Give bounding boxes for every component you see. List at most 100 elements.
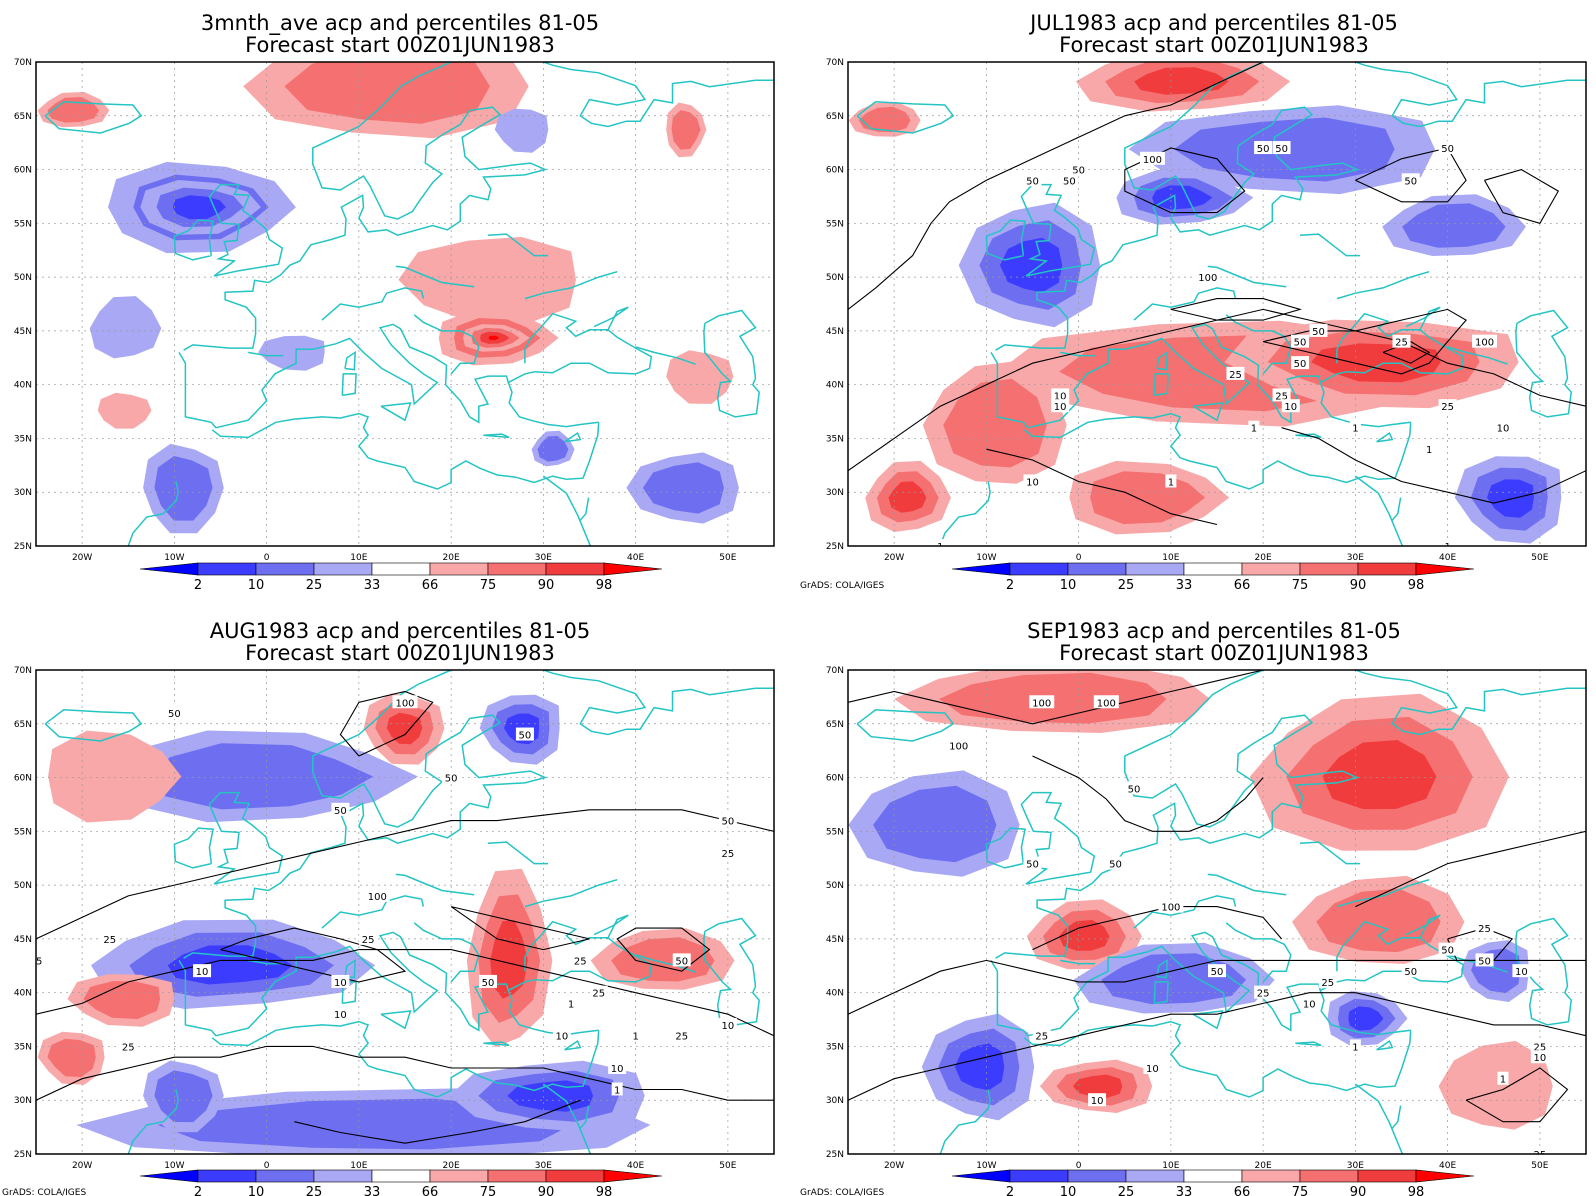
lat-tick-label: 50N (14, 273, 32, 283)
coastline (380, 402, 412, 422)
lon-tick-label: 0 (1076, 553, 1082, 563)
colorbar: 2 10 25 33 66 75 90 98 (139, 562, 663, 593)
contour-label-bg (1438, 942, 1457, 956)
contour-label: 10 (334, 978, 347, 989)
contour-label-bg (946, 738, 972, 752)
colorbar-arrow-right (603, 562, 663, 576)
coastline (1354, 475, 1404, 546)
contour-label-bg (331, 1007, 350, 1021)
grads-credit: GrADS: COLA/IGES (2, 1188, 86, 1196)
contour-label: 25 (362, 935, 375, 946)
coastline (344, 958, 357, 979)
colorbar-label: 2 (194, 578, 202, 593)
coastline (593, 914, 629, 939)
coastline (564, 1039, 582, 1051)
percentile-fill-region (1152, 185, 1213, 210)
contour-label-bg (392, 695, 418, 709)
lon-tick-label: 0 (1076, 1161, 1082, 1171)
contour-label-bg (718, 1017, 737, 1031)
coastline (178, 931, 535, 1037)
contour-label-bg (611, 1082, 623, 1096)
percentile-fill-region (1322, 740, 1437, 810)
contour-label: 50 (1063, 176, 1076, 187)
contour-label-bg (1349, 420, 1361, 434)
percentile-fill-region (1072, 1074, 1123, 1098)
lon-tick-label: 40E (627, 1161, 644, 1171)
coastline (507, 990, 599, 1036)
lon-tick-label: 10W (164, 1161, 184, 1171)
percentile-fill-region (157, 1098, 572, 1150)
map-frame (847, 669, 1587, 1155)
contour-label: 1 (632, 1032, 638, 1043)
colorbar: 2 10 25 33 66 75 90 98 (951, 562, 1475, 593)
colorbar-segment (1299, 1169, 1359, 1183)
coastline (856, 709, 955, 742)
contour-label-bg (1291, 356, 1310, 370)
coastline (1355, 670, 1586, 736)
coastline (995, 670, 1360, 959)
colorbar-label: 25 (306, 1185, 323, 1196)
contour-label-bg (1023, 856, 1042, 870)
contour-label-bg (1023, 474, 1042, 488)
lat-tick-label: 65N (14, 720, 32, 730)
lat-tick-label: 60N (826, 774, 844, 784)
colorbar-arrow-right (1415, 562, 1475, 576)
contour-label-bg (1438, 141, 1457, 155)
contour-label-bg (36, 953, 45, 967)
percentile-fill-region (666, 350, 734, 404)
contour-label: 100 (1161, 903, 1180, 914)
lat-tick-label: 70N (14, 666, 32, 676)
colorbar-label: 33 (364, 578, 381, 593)
coastline (1376, 1039, 1394, 1051)
panel-title: AUG1983 acp and percentiles 81-05 (210, 619, 590, 643)
contour-label: 50 (445, 774, 458, 785)
percentile-fill-region (1402, 203, 1506, 248)
coastline (1023, 412, 1412, 490)
coastline (341, 373, 357, 397)
coastline (321, 287, 425, 321)
coastline (341, 981, 357, 1005)
contour-label: 50 (675, 956, 688, 967)
coastline (579, 497, 590, 521)
coastline (1133, 287, 1237, 321)
lat-tick-label: 35N (14, 1042, 32, 1052)
coastline (211, 1020, 600, 1098)
contour-label: 10 (1515, 967, 1528, 978)
contour-line (1032, 755, 1264, 832)
lon-tick-label: 50E (719, 553, 736, 563)
map-frame (847, 61, 1587, 547)
contour-label: 25 (1229, 370, 1242, 381)
coastline (1156, 958, 1169, 979)
contour-label-bg (1106, 856, 1125, 870)
colorbar-label: 90 (538, 578, 555, 593)
lat-tick-label: 70N (826, 58, 844, 68)
contour-label: 25 (1395, 338, 1408, 349)
lat-tick-label: 40N (826, 381, 844, 391)
coastline (483, 1041, 510, 1047)
contour-label: 25 (1478, 924, 1491, 935)
lon-tick-label: 50E (719, 1161, 736, 1171)
contour-label: 100 (368, 892, 387, 903)
contour-label-bg (1226, 366, 1245, 380)
map-panel: 3mnth_ave acp and percentiles 81-05Forec… (14, 11, 775, 593)
coastline (248, 351, 284, 357)
contour-label-bg (119, 1039, 138, 1053)
lon-tick-label: 0 (264, 1161, 270, 1171)
panel-subtitle: Forecast start 00Z01JUN1983 (1059, 641, 1369, 665)
lon-tick-label: 30E (1347, 553, 1364, 563)
contour-label-bg (165, 706, 184, 720)
percentile-fill-region (1134, 67, 1229, 95)
lon-tick-label: 10E (350, 1161, 367, 1171)
contour-line (294, 1099, 581, 1144)
coastline (1319, 990, 1411, 1036)
coastline (1405, 306, 1441, 331)
colorbar-segment (1357, 1169, 1417, 1183)
contour-label: 25 (1534, 1150, 1547, 1161)
contour-label-bg (1530, 1039, 1549, 1053)
percentile-fill-region (954, 1043, 1005, 1091)
lat-tick-label: 60N (14, 774, 32, 784)
percentile-fill-region (154, 1070, 213, 1123)
colorbar-label: 25 (1118, 578, 1135, 593)
contour-line (986, 448, 1218, 526)
coastline (1060, 351, 1096, 357)
